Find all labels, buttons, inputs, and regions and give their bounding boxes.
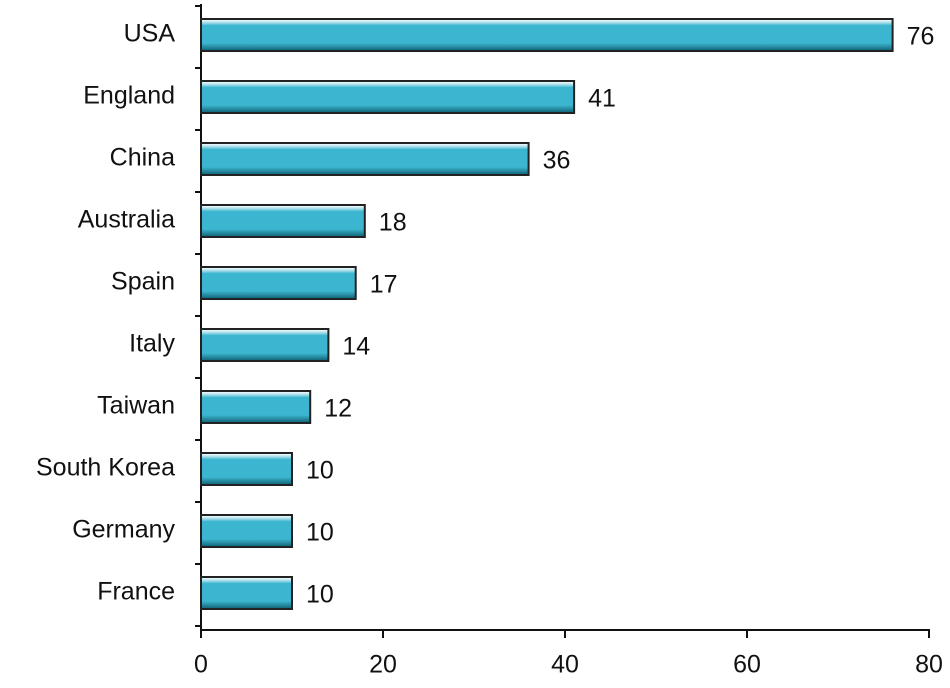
value-label: 18 xyxy=(379,209,407,237)
bar xyxy=(200,452,293,486)
bar xyxy=(200,576,293,610)
y-tick-label: Australia xyxy=(78,206,175,234)
y-tick-label: Taiwan xyxy=(97,392,175,420)
x-tick-label: 40 xyxy=(551,651,579,679)
bar xyxy=(200,80,576,114)
value-label: 12 xyxy=(324,395,352,423)
bar xyxy=(200,266,357,300)
bar xyxy=(200,142,530,176)
value-label: 10 xyxy=(306,581,334,609)
y-tick-label: Germany xyxy=(72,516,175,544)
y-tick-label: England xyxy=(83,82,175,110)
y-tick-label: USA xyxy=(124,20,176,48)
y-tick-label: France xyxy=(97,578,175,606)
bar xyxy=(200,18,894,52)
value-label: 10 xyxy=(306,519,334,547)
value-label: 10 xyxy=(306,457,334,485)
value-label: 17 xyxy=(370,271,398,299)
value-label: 14 xyxy=(342,333,370,361)
y-tick-label: China xyxy=(110,144,175,172)
bar xyxy=(200,328,330,362)
y-tick-label: Italy xyxy=(129,330,175,358)
x-tick-label: 20 xyxy=(369,651,397,679)
bar xyxy=(200,514,293,548)
bar xyxy=(200,390,312,424)
x-tick-label: 80 xyxy=(915,651,943,679)
x-tick-label: 0 xyxy=(194,651,208,679)
value-label: 41 xyxy=(588,85,616,113)
x-tick-label: 60 xyxy=(733,651,761,679)
value-label: 76 xyxy=(907,23,935,51)
y-tick-label: Spain xyxy=(111,268,175,296)
bar xyxy=(200,204,366,238)
value-label: 36 xyxy=(543,147,571,175)
y-tick-label: South Korea xyxy=(36,454,175,482)
